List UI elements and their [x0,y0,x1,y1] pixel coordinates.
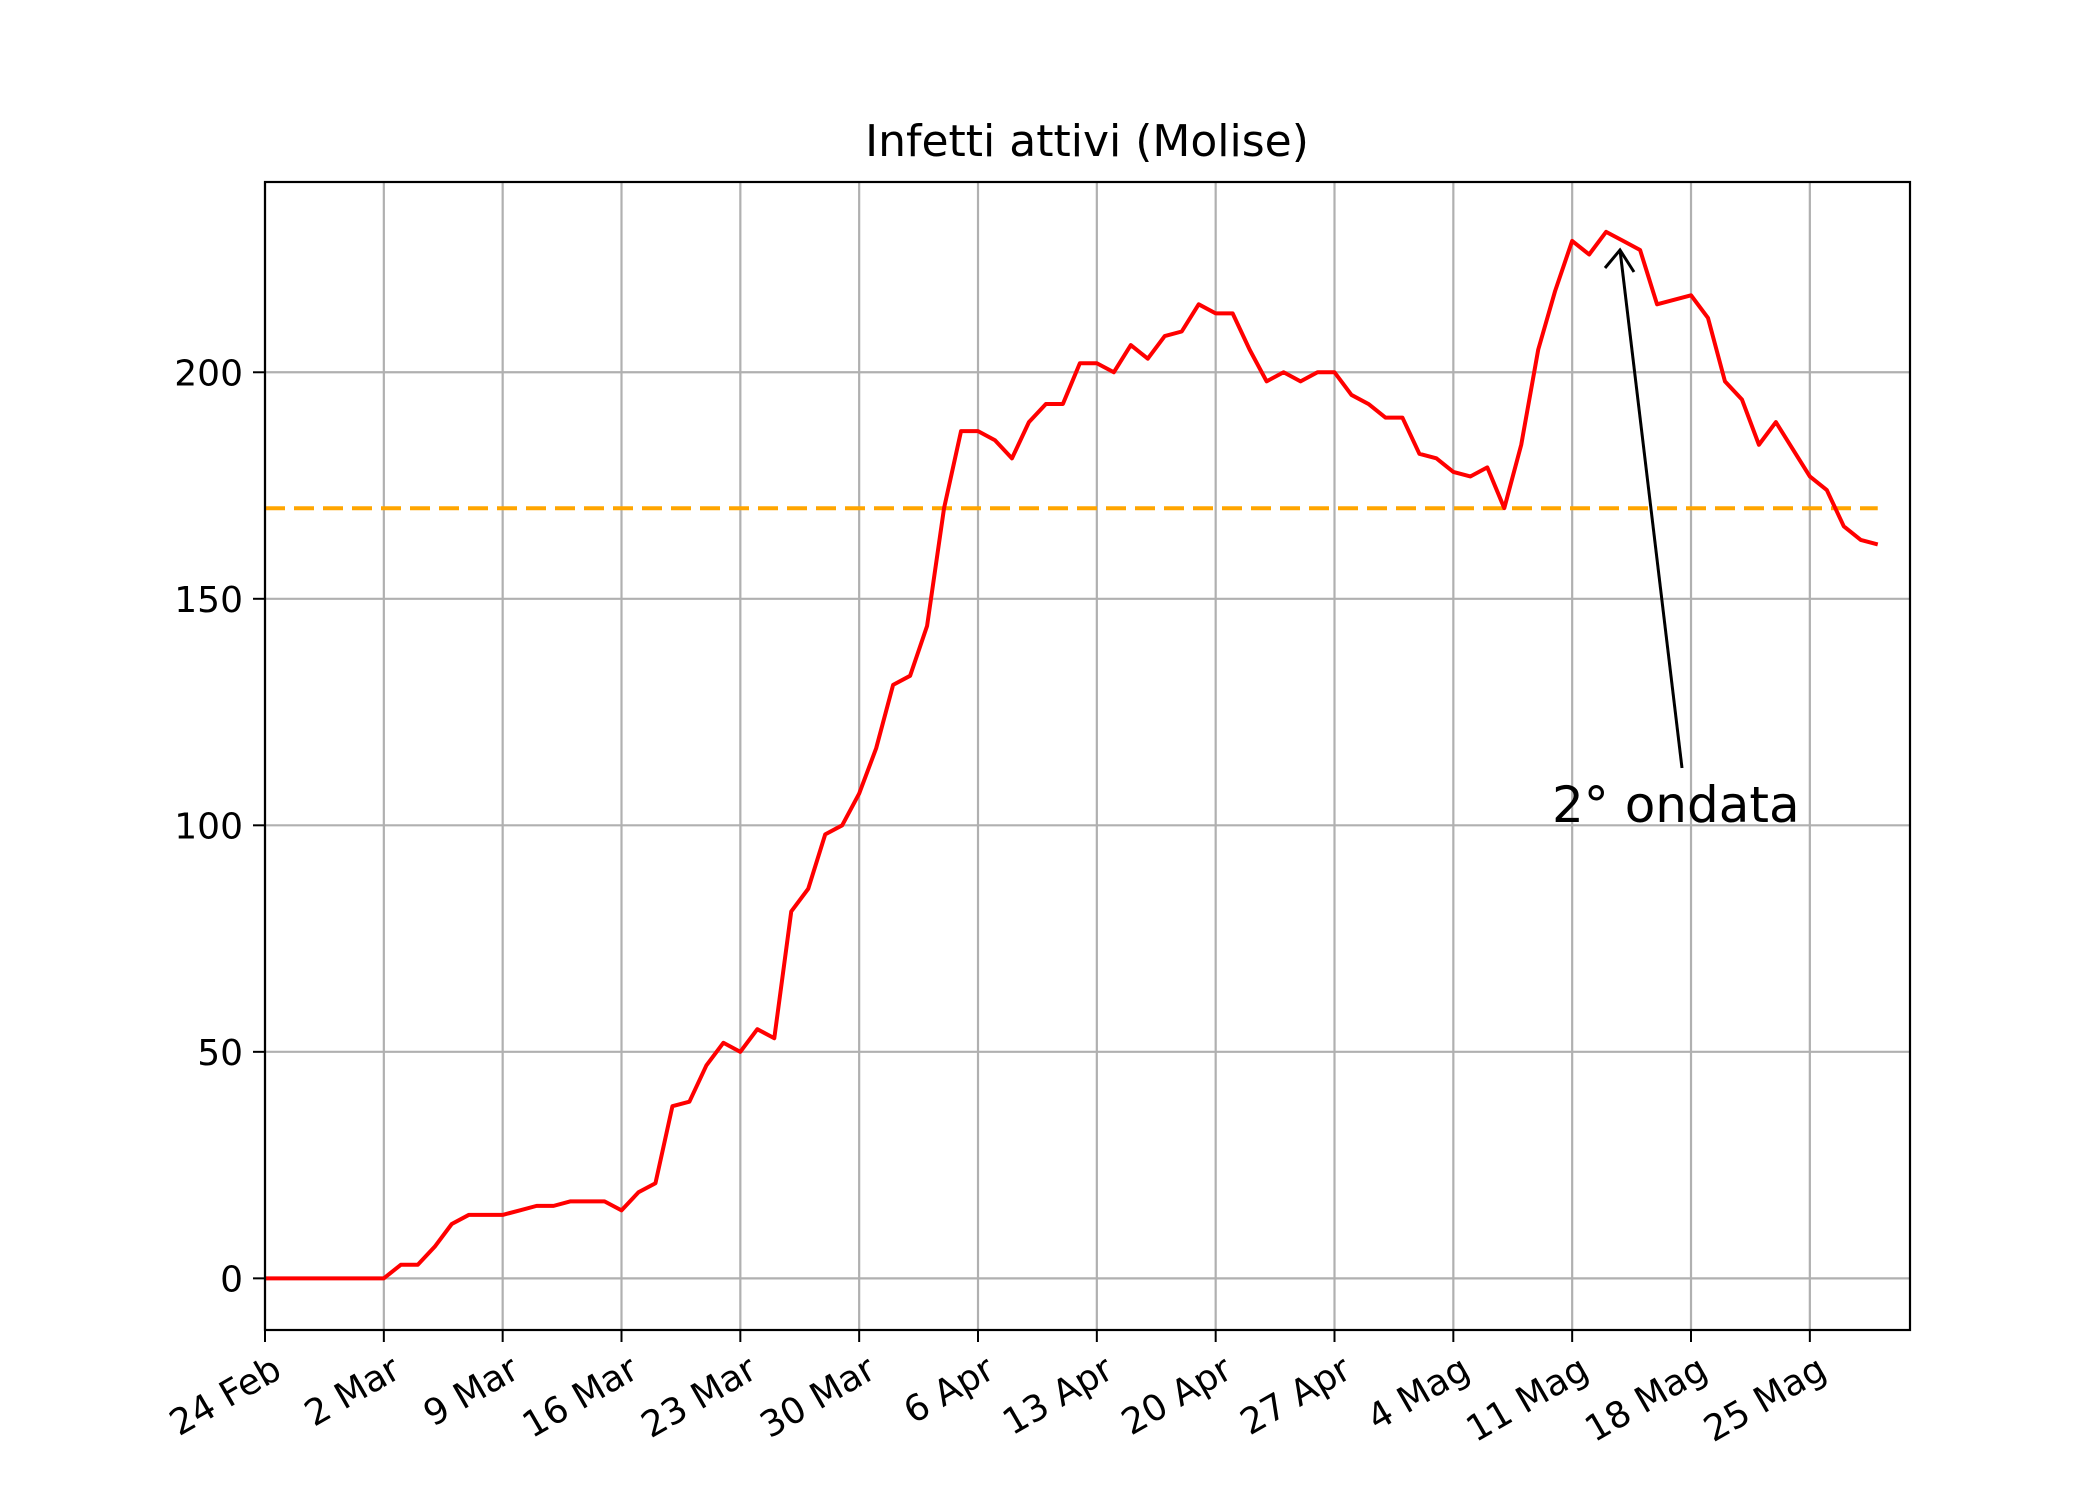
annotation-arrow-shaft [1618,249,1684,769]
y-tick-label: 100 [174,806,243,847]
y-tick-label: 200 [174,353,243,394]
y-tick-label: 0 [220,1259,243,1300]
plot-frame [263,180,1912,1332]
y-tick-label: 50 [197,1033,243,1074]
grid [263,182,1910,1330]
y-tick-label: 150 [174,580,243,621]
series-line [265,229,1879,1281]
annotation-arrowhead [1603,247,1636,273]
annotation-label: 2° ondata [1552,776,1800,834]
chart-title: Infetti attivi (Molise) [865,116,1309,167]
annotation: 2° ondata [1552,247,1800,834]
